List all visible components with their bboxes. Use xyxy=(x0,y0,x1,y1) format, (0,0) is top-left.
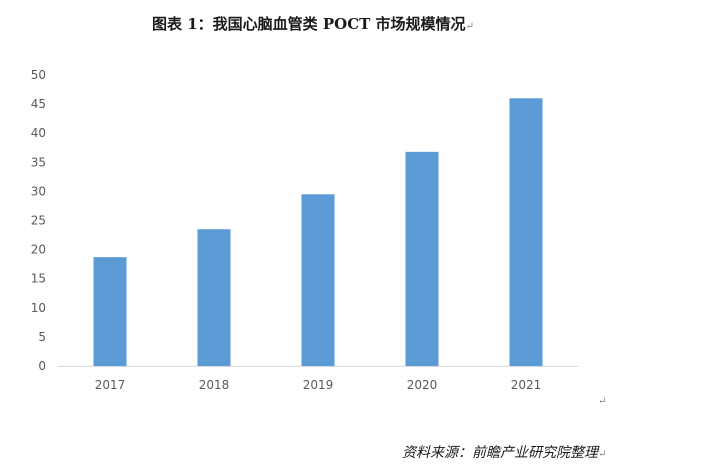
source-note: 资料来源：前瞻产业研究院整理↵ xyxy=(402,442,606,462)
bar-2018 xyxy=(197,229,231,366)
bar-2020 xyxy=(405,151,439,366)
y-tick-label: 10 xyxy=(31,301,46,315)
y-tick-label: 35 xyxy=(31,155,46,169)
y-tick-label: 50 xyxy=(31,68,46,82)
y-axis-tick-labels: 0 5 10 15 20 25 30 35 40 45 50 xyxy=(31,68,46,373)
bar-2019 xyxy=(301,194,335,366)
y-tick-label: 30 xyxy=(31,184,46,198)
chart-title: 图表 1：我国心脑血管类 POCT 市场规模情况↵ xyxy=(152,13,474,34)
source-note-text: 资料来源：前瞻产业研究院整理 xyxy=(402,445,598,461)
chart-title-text: 图表 1：我国心脑血管类 POCT 市场规模情况 xyxy=(152,15,466,33)
bar-2017 xyxy=(93,257,127,366)
bar-2021 xyxy=(509,98,543,366)
x-tick-label: 2018 xyxy=(199,378,230,392)
x-tick-label: 2021 xyxy=(511,378,542,392)
y-tick-label: 20 xyxy=(31,243,46,257)
bar-series xyxy=(93,98,543,366)
y-tick-label: 5 xyxy=(38,330,46,344)
x-tick-label: 2019 xyxy=(303,378,334,392)
y-tick-label: 40 xyxy=(31,126,46,140)
x-axis-tick-labels: 2017 2018 2019 2020 2021 xyxy=(95,378,542,392)
paragraph-mark-icon: ↵ xyxy=(598,396,607,407)
y-tick-label: 0 xyxy=(38,359,46,373)
x-tick-label: 2020 xyxy=(407,378,438,392)
y-tick-label: 25 xyxy=(31,214,46,228)
x-tick-label: 2017 xyxy=(95,378,126,392)
y-tick-label: 45 xyxy=(31,97,46,111)
paragraph-mark-icon: ↵ xyxy=(598,449,607,460)
y-tick-label: 15 xyxy=(31,272,46,286)
paragraph-mark-icon: ↵ xyxy=(465,21,474,32)
